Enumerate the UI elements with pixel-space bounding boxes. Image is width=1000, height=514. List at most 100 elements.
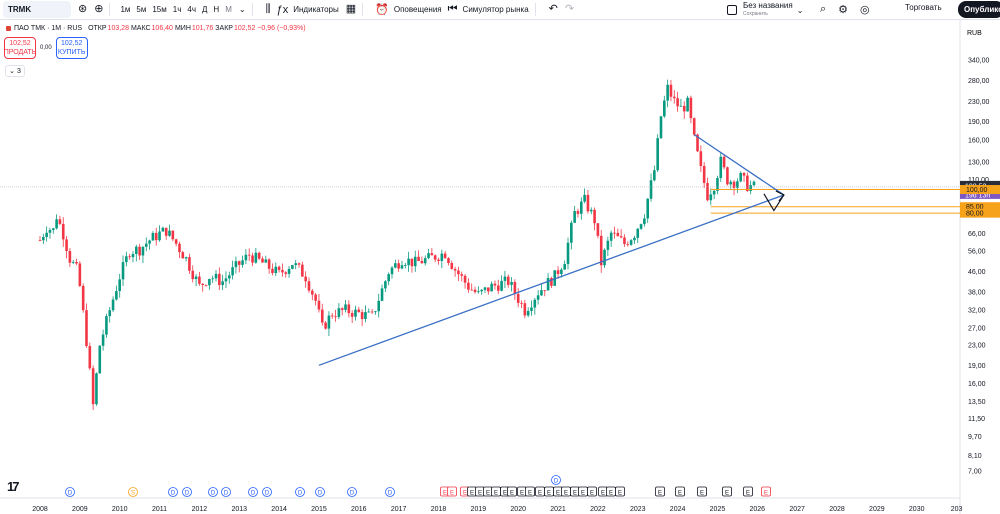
y-tick-label: 11,50 — [968, 416, 985, 423]
candle-body — [749, 185, 752, 192]
sell-label: ПРОДАТЬ — [3, 49, 37, 56]
candle-body — [516, 293, 520, 303]
candle-body — [98, 345, 102, 374]
snapshot-camera-icon[interactable]: ◎ — [860, 4, 870, 16]
candles-icon[interactable]: ⫼ — [265, 3, 271, 15]
candle-body — [247, 254, 251, 256]
event-marker-letter: E — [538, 491, 542, 497]
candle-body — [742, 172, 746, 176]
add-symbol-icon[interactable]: ⊕ — [94, 3, 104, 15]
chevron-down-icon[interactable]: ⌄ — [238, 4, 246, 14]
event-marker-letter: E — [494, 491, 498, 497]
price-chart[interactable]: RUB 340,00 280,00 230,00 190,00 160,00 130,00 1… — [0, 20, 1000, 514]
layout-switcher[interactable]: Без названия Сохранить ⌄ — [727, 1, 807, 19]
candle-body — [115, 291, 118, 300]
candle-body — [161, 227, 165, 232]
interval-4h[interactable]: 4ч — [187, 5, 196, 14]
earnings-marker — [525, 486, 535, 497]
interval-day[interactable]: Д — [202, 5, 208, 14]
interval-5m[interactable]: 5м — [136, 5, 147, 14]
buy-button[interactable]: 102,52 КУПИТЬ — [55, 37, 88, 59]
candle-body — [191, 270, 195, 280]
compare-icon[interactable]: ⊛ — [78, 3, 88, 15]
candle-body — [171, 230, 175, 240]
candle-body — [184, 257, 188, 259]
publish-button[interactable]: Опубликов — [958, 1, 1000, 18]
candle-body — [354, 309, 357, 317]
candle-body — [699, 151, 703, 166]
alerts-label: Оповещения — [393, 5, 442, 14]
x-tick-label: 2015 — [311, 506, 327, 513]
quick-search-icon[interactable]: ⌕ — [820, 3, 827, 15]
dividend-marker — [262, 487, 272, 497]
candle-body — [477, 291, 480, 293]
replay-button[interactable]: ⏮ Симулятор рынка — [448, 3, 529, 16]
arrow-head — [775, 190, 785, 202]
candle-body — [174, 239, 178, 244]
candle-body — [38, 240, 42, 241]
symbol-search[interactable]: TRMK — [3, 1, 71, 18]
y-tick-label: 190,00 — [968, 119, 990, 126]
candle-body — [639, 224, 643, 229]
candle-body — [314, 294, 317, 301]
undo-icon[interactable]: ↶ — [548, 3, 558, 15]
series-title[interactable]: ПАО ТМК · 1М · RUS — [14, 25, 83, 32]
candle-body — [589, 209, 593, 212]
settings-gear-icon[interactable]: ⚙ — [838, 4, 849, 16]
sell-button[interactable]: 102,52 ПРОДАТЬ — [4, 37, 36, 59]
candle-body — [603, 249, 606, 266]
candle-body — [423, 258, 427, 264]
countdown-tag — [960, 189, 1000, 199]
interval-list: 1м 5м 15м 1ч 4ч Д Н М — [120, 5, 231, 14]
alerts-button[interactable]: ⏰ Оповещения — [375, 3, 441, 16]
x-tick-label: 2013 — [231, 506, 247, 513]
x-tick-label: 2027 — [789, 506, 805, 513]
trade-button[interactable]: Торговать — [905, 3, 942, 12]
interval-1h[interactable]: 1ч — [172, 5, 182, 14]
candle-body — [105, 316, 108, 335]
candle-body — [204, 284, 208, 286]
candle-body — [340, 308, 344, 310]
candle-body — [736, 181, 739, 188]
dividend-marker — [128, 487, 138, 497]
y-tick-label: 16,00 — [968, 381, 986, 388]
candle-body — [636, 228, 640, 238]
candle-body — [573, 211, 576, 223]
candle-body — [403, 265, 407, 266]
candle-body — [158, 231, 161, 241]
candle-body — [178, 243, 181, 253]
candle-body — [553, 270, 557, 286]
candle-body — [141, 246, 145, 256]
symbol-label: TRMK — [8, 5, 32, 14]
candle-body — [480, 289, 483, 292]
divider — [362, 3, 364, 16]
candle-body — [427, 253, 430, 259]
candle-body — [75, 261, 78, 264]
interval-month[interactable]: М — [225, 5, 232, 14]
event-marker-letter: D — [224, 491, 229, 497]
candle-body — [510, 282, 513, 285]
candle-body — [138, 246, 141, 256]
candle-body — [118, 279, 121, 292]
candle-body — [613, 232, 616, 234]
indicators-collapse-button[interactable]: ⌄ 3 — [5, 65, 25, 77]
interval-week[interactable]: Н — [213, 5, 220, 14]
candle-body — [360, 312, 364, 320]
sell-price: 102,52 — [9, 40, 31, 47]
candle-body — [706, 182, 709, 201]
candle-body — [457, 270, 460, 275]
candle-body — [214, 273, 218, 279]
templates-icon[interactable]: ▦ — [345, 3, 357, 15]
candle-body — [440, 253, 444, 261]
indicators-button[interactable]: ƒx Индикаторы — [277, 4, 339, 16]
candle-body — [81, 285, 85, 311]
redo-icon[interactable]: ↷ — [564, 3, 575, 15]
y-tick-label: 8,10 — [968, 453, 982, 460]
x-tick-label: 2028 — [829, 506, 845, 513]
interval-1m[interactable]: 1м — [120, 5, 131, 14]
candle-body — [251, 255, 254, 263]
candle-body — [387, 274, 390, 282]
interval-15m[interactable]: 15м — [152, 5, 167, 14]
currency-label: RUB — [967, 30, 982, 37]
y-tick-label: 9,70 — [968, 434, 982, 441]
